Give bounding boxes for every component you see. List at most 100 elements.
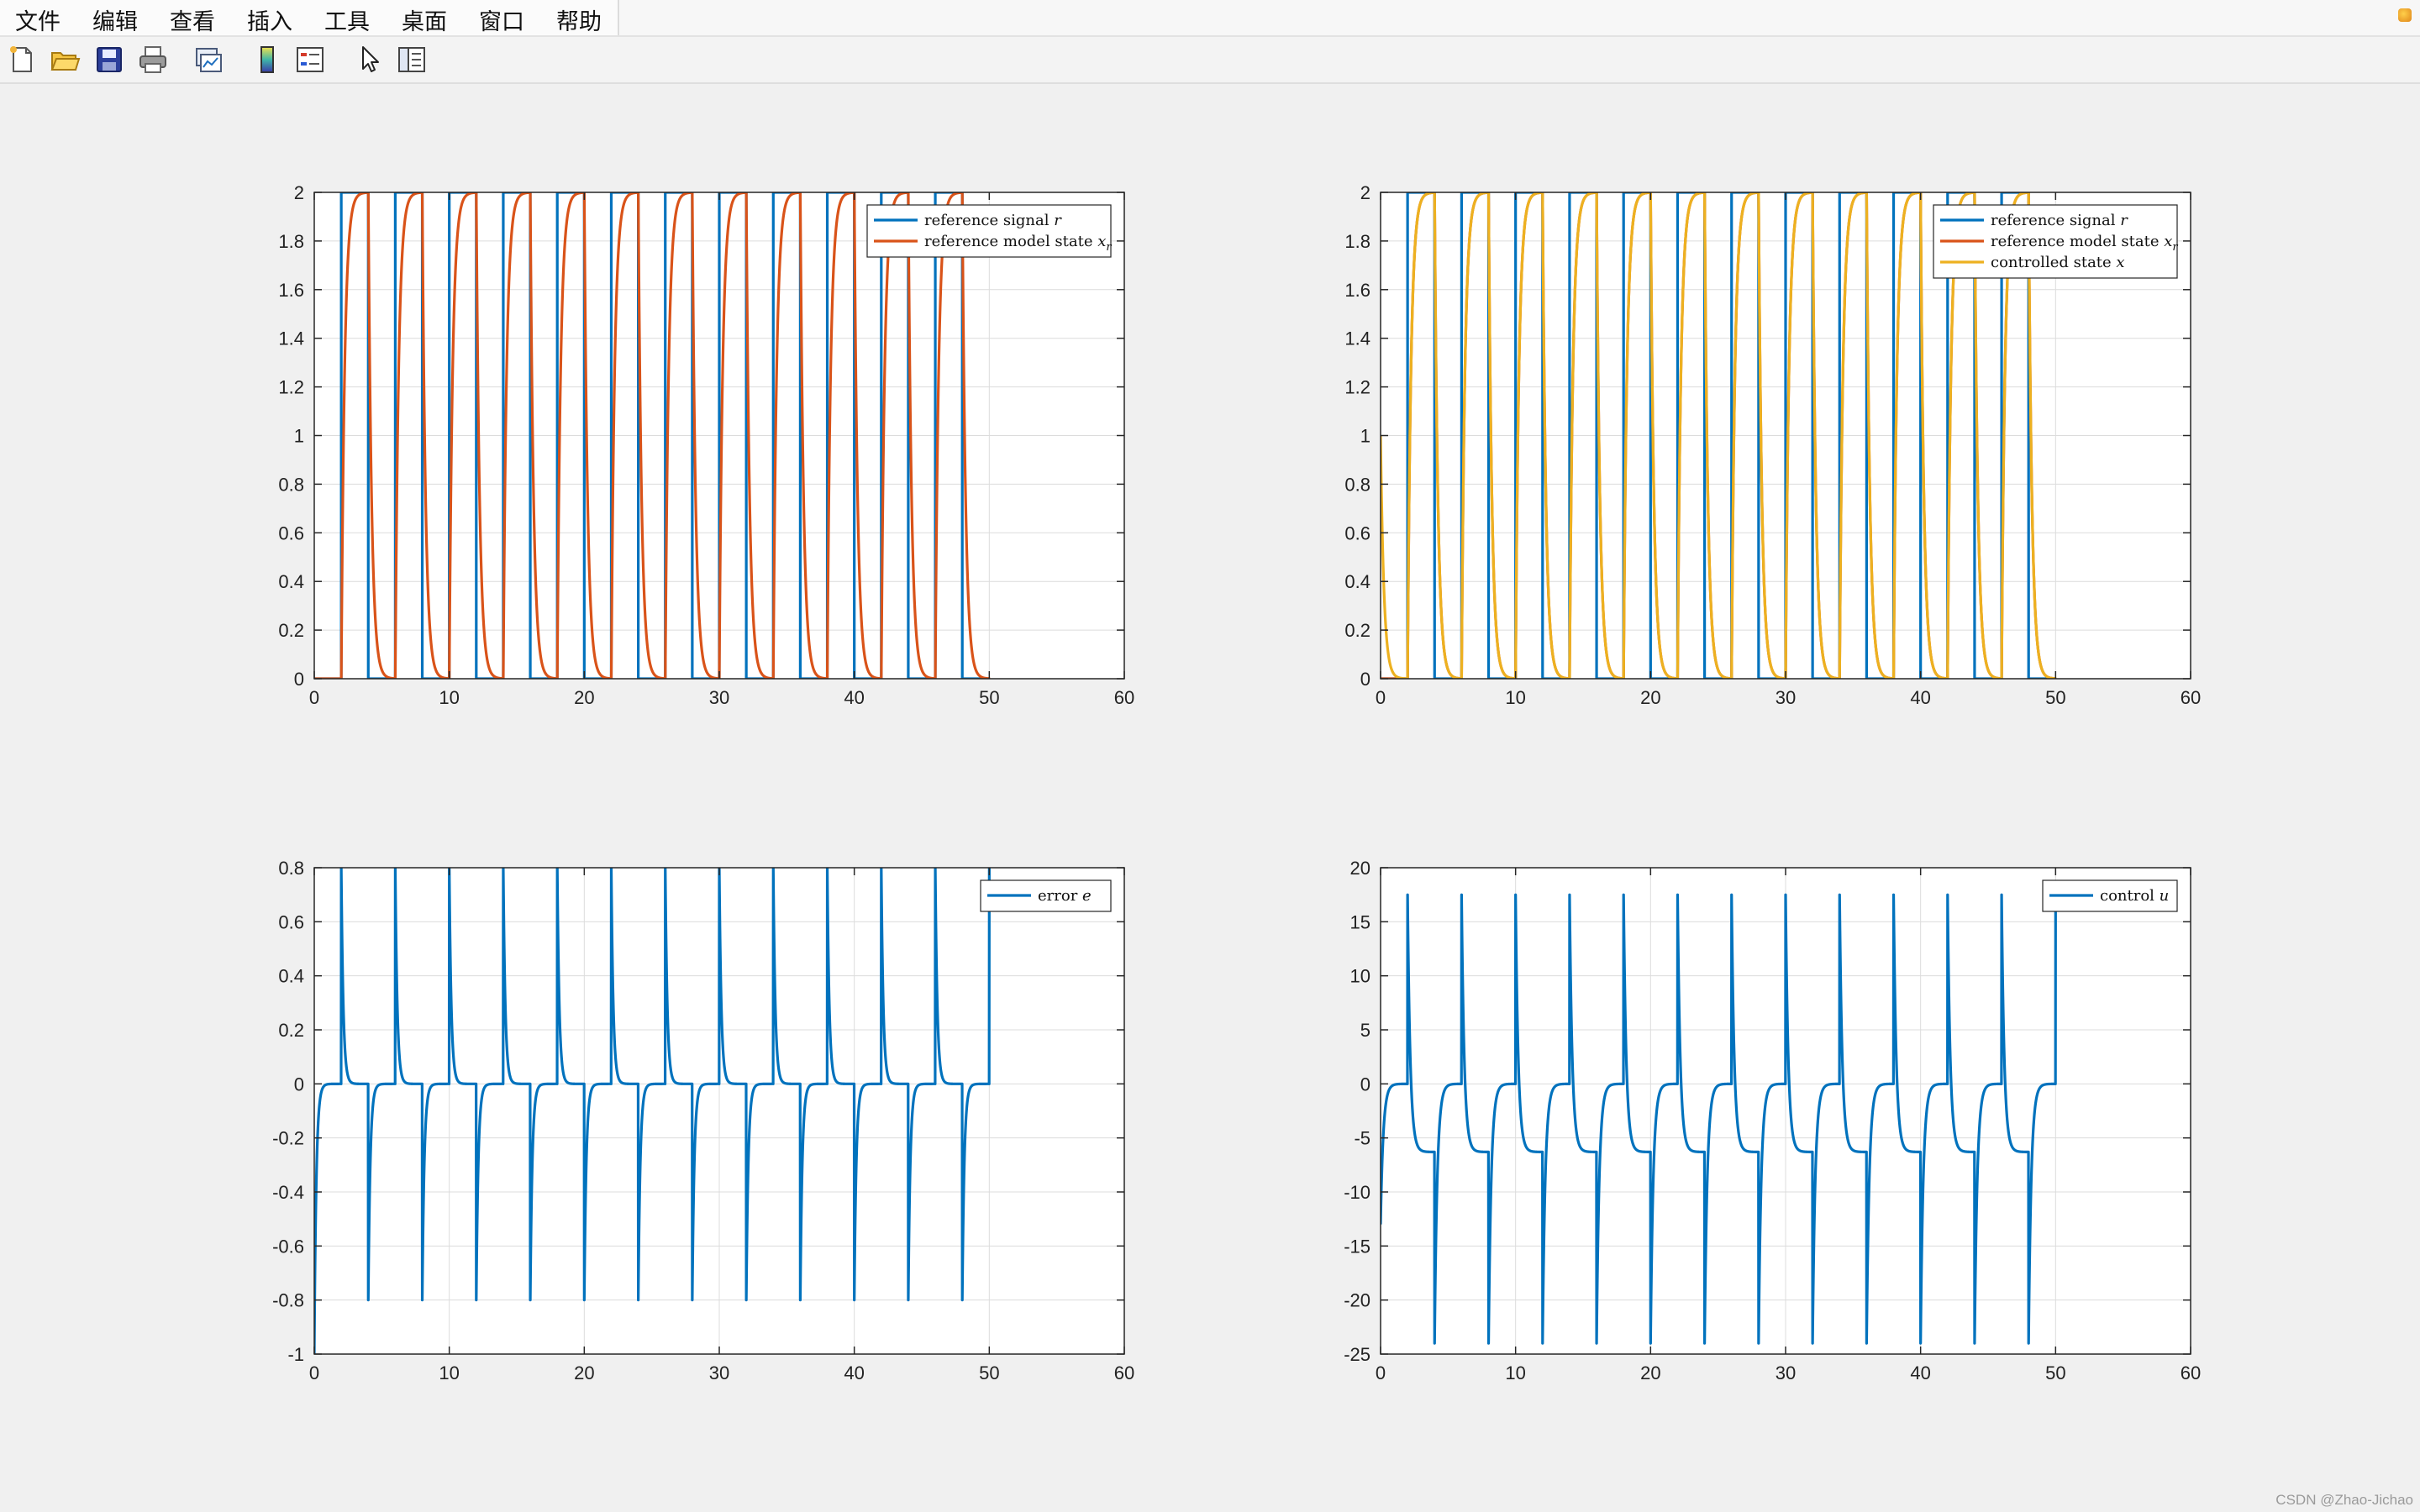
subplot-2: 0 10 20 30 40 50 60 0 0.2 0.4 0.6 0.8 1 1.2 1.4 1.6 1.8 2… [1344,182,2201,708]
y-tick-label: -10 [1344,1182,1370,1203]
y-tick-label: 2 [294,182,304,203]
y-tick-label: 1.2 [278,377,304,398]
x-tick-label: 30 [1776,1362,1796,1383]
property-inspector-button[interactable] [396,44,428,76]
subplot-3: 0 10 20 30 40 50 60 -1 -0.8 -0.6 -0.4 -0.2 0 0.2 0.4 0.… [272,858,1134,1383]
y-tick-label: 0.2 [278,620,304,641]
legend-label: reference model state xr [1991,233,2178,254]
x-tick-label: 20 [1640,1362,1660,1383]
series-group [314,868,991,1354]
legend-label: reference model state xr [924,233,1112,254]
x-tick-label: 60 [1114,1362,1134,1383]
x-tick-label: 40 [844,687,864,708]
y-tick-label: 0.6 [278,911,304,932]
legend[interactable]: error e [980,879,1112,912]
open-file-icon [50,52,81,71]
y-tick-label: 0.6 [1344,522,1370,543]
x-tick-label: 10 [439,1362,459,1383]
figure-toolbar [0,37,2420,84]
new-figure-icon [10,46,32,72]
y-tick-label: -0.8 [272,1290,304,1311]
insert-colorbar-button[interactable] [251,44,283,76]
subplot-1: 0 10 20 30 40 50 60 0 0.2 0.4 0.6 0.8 1 1.2 1.4 1.6 1.8 2… [278,182,1134,708]
legend-label: reference signal r [1991,212,2128,229]
series-line-control [1381,893,2057,1345]
figure-canvas: 0 10 20 30 40 50 60 0 0.2 0.4 0.6 0.8 1 1.2 1.4 1.6 1.8 2… [0,84,2420,1512]
legend[interactable]: reference signal r reference model state … [866,204,1112,258]
property-inspector-icon [398,47,425,72]
y-tick-label: 0.8 [1344,474,1370,495]
y-tick-label: 1.4 [1344,328,1370,349]
y-tick-label: 0 [1360,669,1370,690]
watermark: CSDN @Zhao-Jichao [2275,1492,2413,1508]
x-tick-label: 0 [1376,1362,1386,1383]
edit-plot-button[interactable] [354,44,386,76]
x-tick-label: 30 [709,1362,729,1383]
x-tick-label: 30 [709,687,729,708]
y-tick-label: 1.8 [1344,231,1370,252]
x-tick-label: 0 [309,1362,319,1383]
new-figure-button[interactable] [6,44,38,76]
save-button[interactable] [93,44,125,76]
menu-panel: 文件 编辑 查看 插入 工具 桌面 窗口 帮助 [0,0,619,35]
x-tick-label: 60 [2181,1362,2201,1383]
x-tick-label: 10 [439,687,459,708]
x-tick-label: 60 [2181,687,2201,708]
link-plot-icon [196,48,222,72]
legend-label: error e [1038,887,1092,905]
save-icon [97,47,122,72]
menu-window[interactable]: 窗口 [479,9,524,35]
dock-icon[interactable] [2398,8,2412,22]
y-tick-label: 5 [1360,1020,1370,1041]
y-tick-label: 1.2 [1344,377,1370,398]
y-tick-label: -0.2 [272,1128,304,1149]
open-file-button[interactable] [49,44,81,76]
edit-plot-arrow-icon [362,46,379,72]
print-button[interactable] [137,44,169,76]
y-tick-label: 0.4 [278,966,304,987]
menu-bar: 文件 编辑 查看 插入 工具 桌面 窗口 帮助 [0,0,2420,37]
legend[interactable]: reference signal r reference model state … [1933,204,2178,279]
subplot-4: 0 10 20 30 40 50 60 -25 -20 -15 -10 -5 0 5 10 15 20 contr… [1344,858,2201,1383]
x-tick-label: 50 [979,1362,999,1383]
x-tick-label: 10 [1505,1362,1525,1383]
x-tick-label: 50 [2045,1362,2065,1383]
series-group [1381,893,2057,1345]
x-tick-label: 0 [309,687,319,708]
x-tick-label: 40 [844,1362,864,1383]
legend-label: controlled state x [1991,254,2125,271]
legend-label: control u [2100,887,2169,905]
y-tick-label: -5 [1354,1128,1370,1149]
insert-legend-button[interactable] [294,44,326,76]
y-tick-label: 20 [1350,858,1370,879]
subplots-svg: 0 10 20 30 40 50 6000.20.40.60.811.21.41.61.82… [272,182,2201,1383]
y-tick-label: 0.8 [278,858,304,879]
menu-desktop[interactable]: 桌面 [402,9,447,35]
x-tick-label: 10 [1505,687,1525,708]
menu-view[interactable]: 查看 [170,9,215,35]
y-tick-label: 1 [294,426,304,447]
x-tick-label: 40 [1910,1362,1930,1383]
menu-help[interactable]: 帮助 [556,9,602,35]
legend[interactable]: control u [2042,879,2178,912]
x-tick-label: 30 [1776,687,1796,708]
y-tick-label: 2 [1360,182,1370,203]
menu-file[interactable]: 文件 [15,9,60,35]
link-plot-button[interactable] [192,44,224,76]
menu-insert[interactable]: 插入 [247,9,292,35]
menu-tools[interactable]: 工具 [324,9,370,35]
y-tick-label: 10 [1350,966,1370,987]
x-tick-label: 20 [1640,687,1660,708]
x-tick-label: 60 [1114,687,1134,708]
y-tick-label: 0.8 [278,474,304,495]
x-tick-label: 40 [1910,687,1930,708]
insert-colorbar-icon [260,46,274,73]
y-tick-label: 0.4 [278,571,304,592]
legend-box [866,204,1112,258]
y-tick-label: 15 [1350,911,1370,932]
x-tick-label: 20 [574,1362,594,1383]
series-line-error [314,868,991,1354]
menu-edit[interactable]: 编辑 [92,9,138,35]
y-tick-label: 0.4 [1344,571,1370,592]
y-tick-label: 1.6 [278,280,304,301]
